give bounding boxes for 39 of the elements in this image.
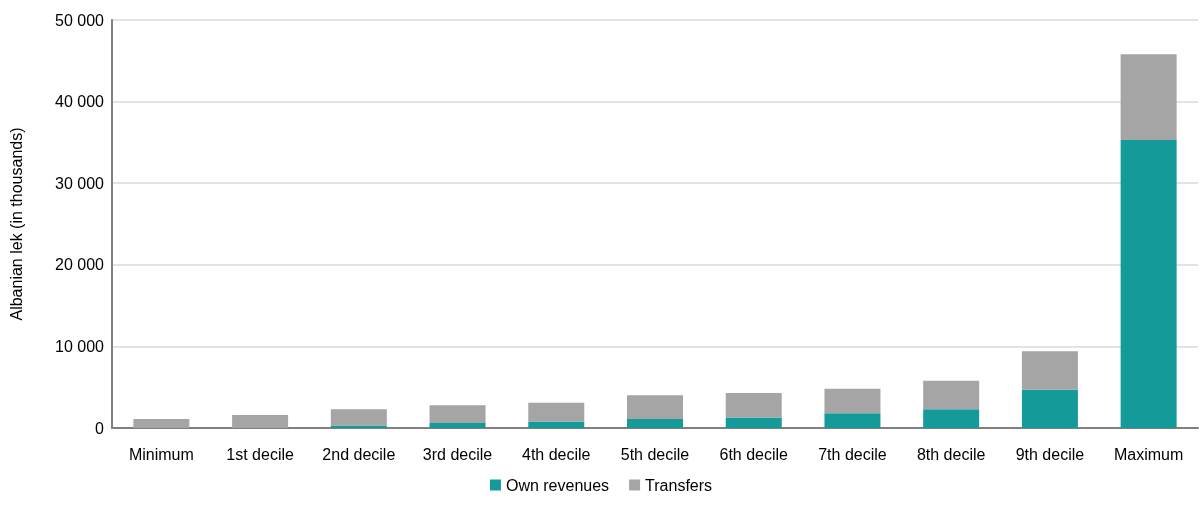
y-tick-label: 30 000 (55, 174, 105, 192)
bar (1120, 54, 1177, 140)
y-tick-label: 20 000 (55, 256, 105, 274)
bar (429, 405, 486, 424)
legend-label: Own revenues (505, 476, 610, 494)
bar (725, 392, 782, 418)
bar (824, 413, 881, 428)
y-tick-label: 10 000 (55, 337, 105, 355)
bar (330, 409, 387, 426)
y-tick-label: 50 000 (55, 11, 105, 29)
x-tick-label: 4th decile (522, 445, 591, 463)
y-tick-label: 0 (95, 419, 105, 437)
bar (133, 419, 190, 428)
legend-label: Transfers (645, 476, 713, 494)
bar (232, 414, 289, 428)
y-tick-label: 40 000 (55, 93, 105, 111)
x-tick-label: 8th decile (916, 445, 986, 463)
bar (923, 409, 980, 428)
x-tick-label: Maximum (1113, 445, 1184, 463)
x-tick-label: 1st decile (226, 445, 294, 463)
x-tick-label: 7th decile (818, 445, 887, 463)
x-tick-label: 3rd decile (422, 445, 493, 463)
x-tick-label: 5th decile (620, 445, 690, 463)
bar (1021, 351, 1078, 390)
x-tick-label: 2nd decile (322, 445, 396, 463)
bar (923, 380, 980, 410)
x-tick-label: 6th decile (719, 445, 789, 463)
bar (627, 395, 683, 420)
x-tick-label: 9th decile (1015, 445, 1085, 463)
bar (528, 402, 585, 422)
bar (627, 419, 683, 428)
y-axis-title: Albanian lek (in thousands) (7, 127, 25, 321)
bar (1120, 139, 1177, 428)
bar (1021, 389, 1078, 428)
x-tick-label: Minimum (128, 445, 194, 463)
bar (725, 417, 782, 428)
bar (824, 388, 881, 414)
bar (528, 421, 585, 428)
bar (429, 423, 486, 428)
